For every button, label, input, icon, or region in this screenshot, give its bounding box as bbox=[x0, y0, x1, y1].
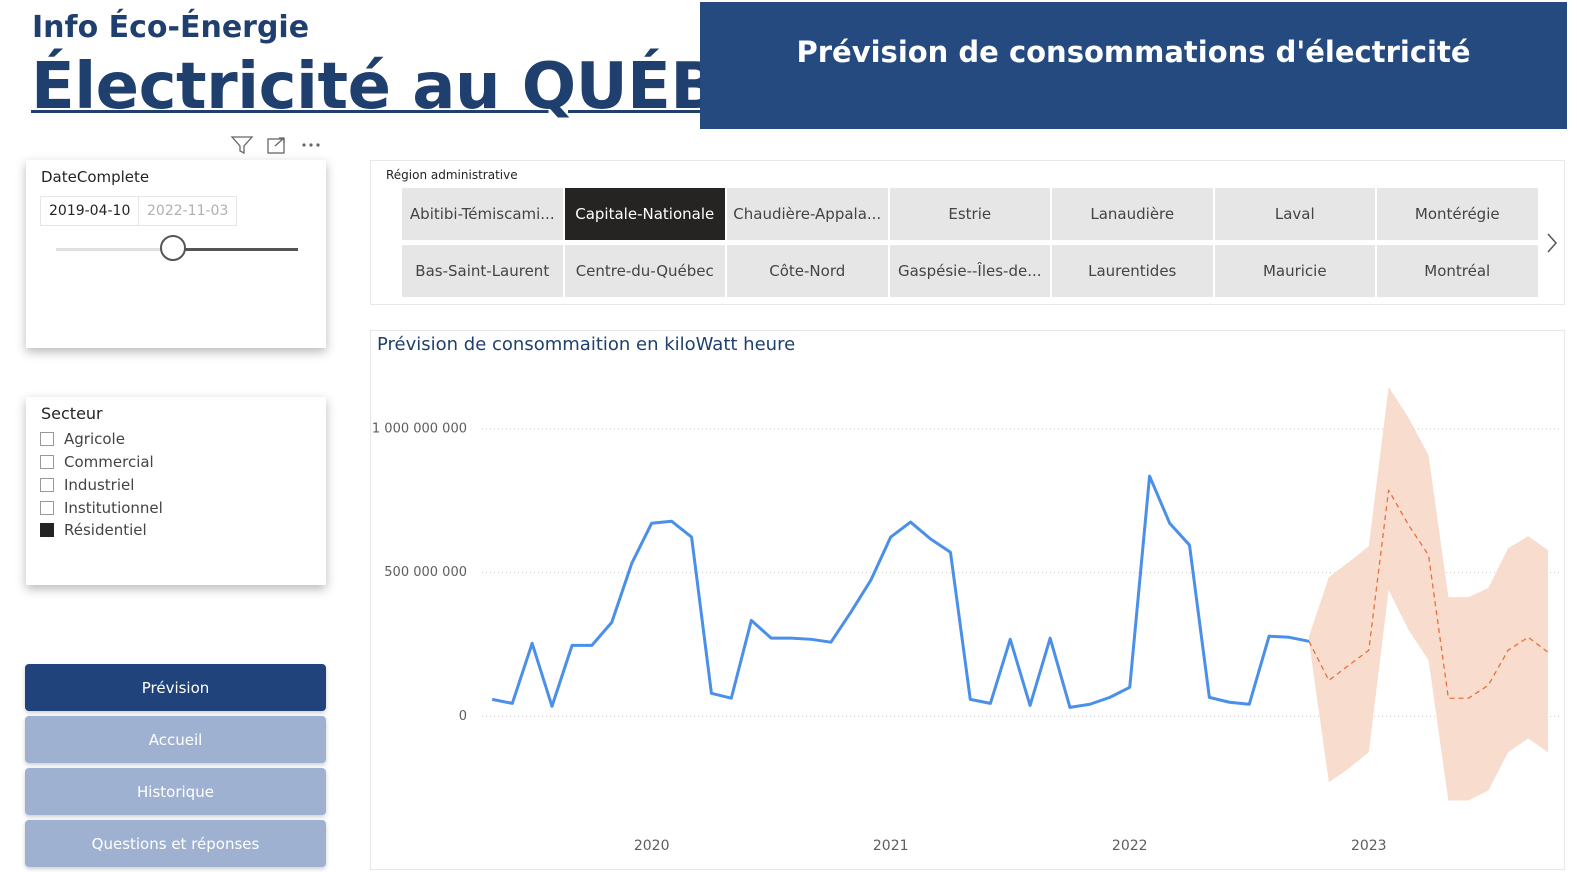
next-page-arrow[interactable] bbox=[1545, 231, 1559, 255]
x-tick-label: 2023 bbox=[1351, 838, 1387, 854]
region-slicer: Région administrative Abitibi-Témiscami.… bbox=[370, 160, 1565, 305]
checkbox[interactable] bbox=[40, 478, 54, 492]
option-label: Agricole bbox=[64, 430, 125, 448]
region-tile[interactable]: Laurentides bbox=[1052, 245, 1213, 297]
region-tile[interactable]: Montérégie bbox=[1377, 188, 1538, 240]
slicer-label: Région administrative bbox=[386, 168, 518, 182]
region-tile[interactable]: Abitibi-Témiscami... bbox=[402, 188, 563, 240]
sector-option[interactable]: Institutionnel bbox=[40, 499, 163, 517]
slicer-label: Secteur bbox=[41, 404, 103, 423]
region-tile[interactable]: Côte-Nord bbox=[727, 245, 888, 297]
nav-button[interactable]: Prévision bbox=[25, 664, 326, 711]
region-tiles: Abitibi-Témiscami... Capitale-Nationale … bbox=[402, 188, 1538, 297]
option-label: Résidentiel bbox=[64, 521, 147, 539]
page-banner: Prévision de consommations d'électricité bbox=[700, 2, 1567, 129]
filter-icon[interactable] bbox=[230, 136, 254, 155]
sector-option[interactable]: Agricole bbox=[40, 430, 125, 448]
more-icon[interactable] bbox=[302, 143, 320, 147]
checkbox[interactable] bbox=[40, 432, 54, 446]
focus-icon[interactable] bbox=[267, 137, 285, 154]
slider-handle[interactable] bbox=[160, 235, 186, 261]
region-tile[interactable]: Lanaudière bbox=[1052, 188, 1213, 240]
nav-button[interactable]: Questions et réponses bbox=[25, 820, 326, 867]
option-label: Industriel bbox=[64, 476, 135, 494]
region-tile[interactable]: Capitale-Nationale bbox=[564, 188, 725, 240]
slicer-label: DateComplete bbox=[41, 168, 150, 186]
x-tick-label: 2022 bbox=[1112, 838, 1148, 854]
y-tick-label: 0 bbox=[459, 709, 467, 724]
region-tile[interactable]: Montréal bbox=[1377, 245, 1538, 297]
date-end-input[interactable]: 2022-11-03 bbox=[138, 196, 238, 226]
visual-header-icons bbox=[230, 136, 320, 155]
region-tile[interactable]: Laval bbox=[1214, 188, 1375, 240]
sector-option[interactable]: Industriel bbox=[40, 476, 134, 494]
x-tick-label: 2020 bbox=[634, 838, 670, 854]
region-tile[interactable]: Chaudière-Appala... bbox=[727, 188, 888, 240]
region-tile[interactable]: Gaspésie--Îles-de... bbox=[889, 245, 1050, 297]
sector-option[interactable]: Résidentiel bbox=[40, 521, 147, 539]
y-tick-label: 500 000 000 bbox=[384, 565, 467, 580]
chart: Prévision de consommaition en kiloWatt h… bbox=[372, 334, 1560, 854]
option-label: Institutionnel bbox=[64, 499, 163, 517]
nav-button[interactable]: Accueil bbox=[25, 716, 326, 763]
date-start-input[interactable]: 2019-04-10 bbox=[40, 196, 140, 226]
checkbox[interactable] bbox=[40, 501, 54, 515]
forecast-line bbox=[1308, 489, 1549, 699]
region-tile[interactable]: Centre-du-Québec bbox=[564, 245, 725, 297]
banner-text: Prévision de consommations d'électricité bbox=[796, 34, 1471, 69]
sector-option[interactable]: Commercial bbox=[40, 453, 154, 471]
checkbox[interactable] bbox=[40, 455, 54, 469]
checkbox[interactable] bbox=[40, 523, 54, 537]
app-subtitle: Info Éco-Énergie bbox=[32, 10, 310, 45]
x-tick-label: 2021 bbox=[873, 838, 909, 854]
region-tile[interactable]: Estrie bbox=[889, 188, 1050, 240]
nav-button[interactable]: Historique bbox=[25, 768, 326, 815]
app-title[interactable]: Électricité au QUÉBEC bbox=[31, 50, 809, 124]
forecast-band bbox=[1309, 387, 1549, 801]
slider-range bbox=[174, 248, 298, 251]
y-tick-label: 1 000 000 000 bbox=[372, 421, 467, 436]
date-slicer: DateComplete 2019-04-10 2022-11-03 bbox=[26, 160, 326, 348]
forecast-chart-card: Prévision de consommaition en kiloWatt h… bbox=[370, 330, 1565, 870]
chart-title: Prévision de consommaition en kiloWatt h… bbox=[377, 334, 795, 355]
region-tile[interactable]: Mauricie bbox=[1214, 245, 1375, 297]
option-label: Commercial bbox=[64, 453, 154, 471]
region-tile[interactable]: Bas-Saint-Laurent bbox=[402, 245, 563, 297]
actual-line bbox=[491, 474, 1310, 709]
sector-slicer: Secteur Agricole Commercial Industriel I… bbox=[26, 397, 326, 585]
